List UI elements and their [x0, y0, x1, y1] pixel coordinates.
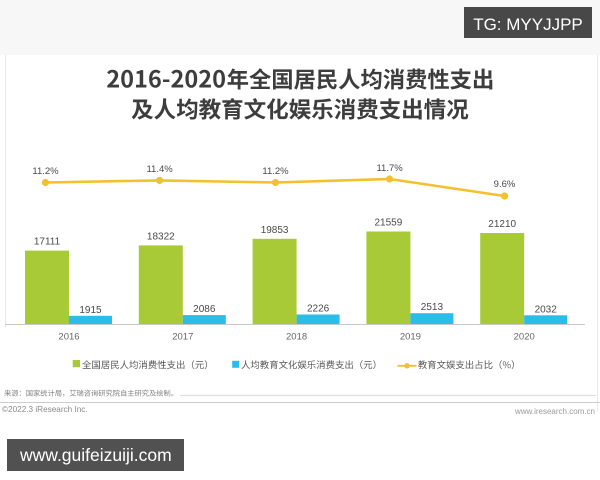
svg-text:21559: 21559	[374, 218, 402, 229]
svg-text:2019: 2019	[400, 332, 421, 343]
svg-text:2016: 2016	[58, 332, 79, 343]
svg-text:17111: 17111	[34, 237, 61, 248]
svg-text:2513: 2513	[421, 302, 444, 313]
svg-text:11.7%: 11.7%	[376, 163, 403, 174]
svg-text:1915: 1915	[79, 305, 102, 316]
svg-text:2032: 2032	[535, 304, 558, 315]
svg-text:©2022.3 iResearch Inc.: ©2022.3 iResearch Inc.	[2, 405, 88, 414]
svg-text:www.iresearch.com.cn: www.iresearch.com.cn	[514, 407, 595, 416]
svg-text:11.2%: 11.2%	[262, 166, 289, 177]
svg-text:21210: 21210	[488, 219, 516, 230]
svg-text:11.4%: 11.4%	[146, 164, 173, 175]
svg-text:2017: 2017	[172, 332, 193, 343]
svg-text:2086: 2086	[193, 304, 216, 315]
svg-text:2226: 2226	[307, 303, 330, 314]
svg-text:18322: 18322	[147, 231, 175, 242]
svg-text:2020: 2020	[514, 332, 535, 343]
svg-text:11.2%: 11.2%	[32, 166, 59, 177]
svg-text:19853: 19853	[261, 225, 289, 236]
svg-text:2018: 2018	[286, 332, 307, 343]
svg-text:9.6%: 9.6%	[494, 179, 516, 190]
